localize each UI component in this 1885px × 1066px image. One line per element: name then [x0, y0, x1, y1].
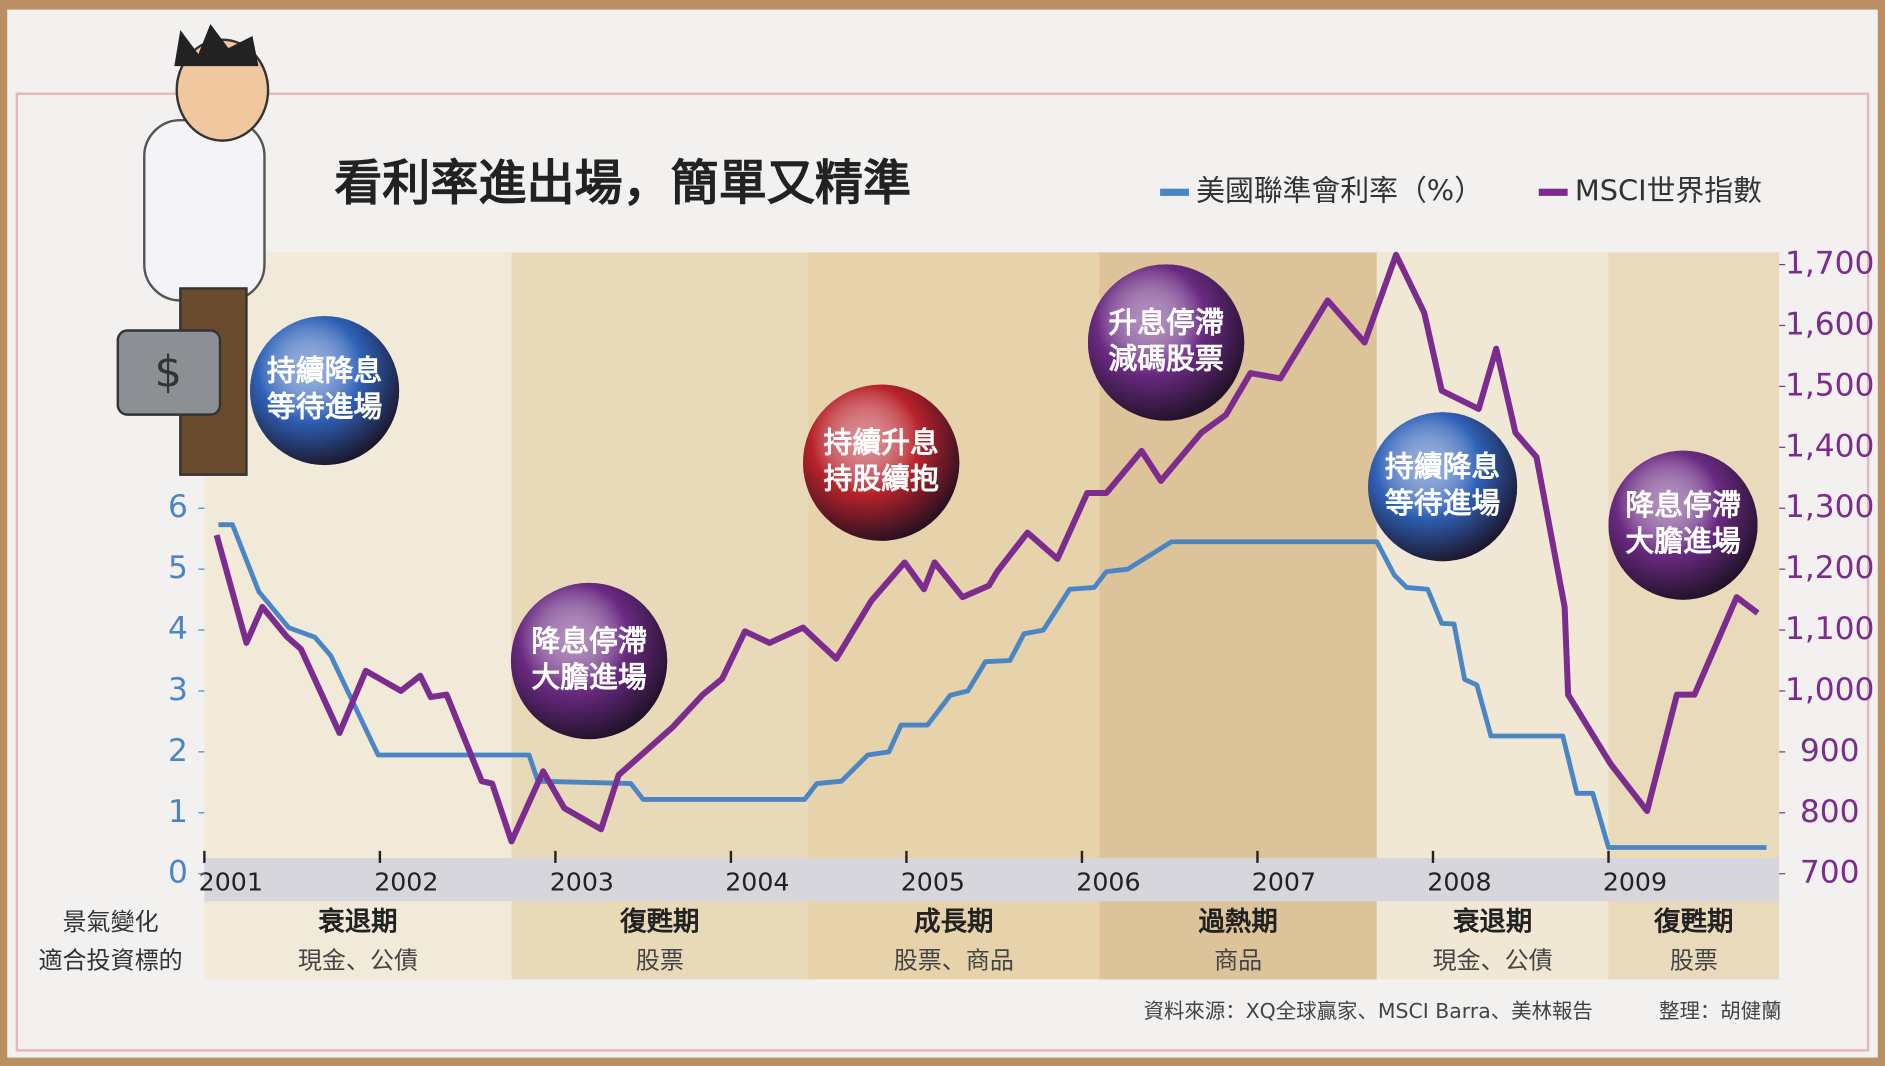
cartoon-body	[144, 120, 264, 300]
y-tick-label: 5	[168, 550, 188, 586]
annotation-text: 減碼股票	[1108, 342, 1223, 376]
phase-assets: 現金、公債	[1433, 946, 1553, 974]
asset-row-label: 適合投資標的	[39, 946, 183, 974]
y-tick-label: 0	[168, 855, 188, 891]
annotation-text: 大膽進場	[1625, 524, 1741, 558]
x-tick-label: 2005	[901, 867, 965, 896]
phase-assets: 股票、商品	[894, 946, 1014, 974]
phase-assets: 股票	[636, 946, 684, 974]
x-tick-label: 2009	[1603, 867, 1667, 896]
x-tick-label: 2001	[199, 867, 263, 896]
phase-assets: 現金、公債	[298, 946, 418, 974]
annotation-text: 升息停滯	[1108, 305, 1224, 339]
phase-name: 復甦期	[619, 906, 699, 937]
annotation-text: 降息停滯	[1625, 488, 1741, 522]
annotation-text: 降息停滯	[531, 624, 647, 658]
x-tick-label: 2006	[1076, 867, 1140, 896]
y-tick-label: 4	[168, 611, 188, 647]
chart-title: 看利率進出場，簡單又精準	[334, 155, 911, 211]
y2-tick-label: 1,700	[1785, 246, 1874, 282]
x-tick-label: 2007	[1252, 867, 1316, 896]
phase-name: 成長期	[914, 906, 993, 937]
page: {"chart_data":{"type":"line", "title":"看…	[0, 0, 1885, 1066]
x-tick-label: 2008	[1427, 867, 1491, 896]
annotation-text: 持續升息	[824, 426, 939, 460]
x-tick-label: 2004	[725, 867, 789, 896]
phase-name: 過熱期	[1198, 906, 1277, 937]
phase-name: 衰退期	[317, 906, 397, 937]
phase-name: 衰退期	[1452, 906, 1532, 937]
y-tick-label: 2	[168, 733, 188, 769]
y2-tick-label: 1,000	[1785, 672, 1874, 708]
annotation-text: 持股續抱	[824, 462, 940, 496]
phase-assets: 商品	[1214, 946, 1262, 974]
y2-tick-label: 1,400	[1785, 428, 1874, 464]
y2-tick-label: 1,200	[1785, 550, 1874, 586]
chart: $ 看利率進出場，簡單又精準 衰退期現金、公債 復甦期股票 成長期股票、商品 過熱期商…	[0, 0, 1885, 1066]
y2-tick-label: 1,100	[1785, 611, 1874, 647]
x-tick-label: 2003	[550, 867, 614, 896]
legend-label: MSCI世界指數	[1575, 173, 1762, 207]
annotation-text: 大膽進場	[531, 660, 647, 694]
legend-label: 美國聯準會利率（%）	[1196, 173, 1483, 207]
annotation-text: 持續降息	[1385, 450, 1500, 484]
phase-name: 復甦期	[1653, 906, 1733, 937]
y2-tick-label: 1,500	[1785, 367, 1874, 403]
x-tick-label: 2002	[374, 867, 438, 896]
y2-tick-label: 1,600	[1785, 306, 1874, 342]
source: 資料來源：XQ全球贏家、MSCI Barra、美林報告	[1144, 999, 1593, 1023]
y-tick-label: 1	[168, 794, 188, 830]
annotation-text: 等待進場	[1385, 486, 1501, 520]
y2-tick-label: 900	[1800, 733, 1860, 769]
x-axis-strip	[204, 858, 1779, 901]
annotation-text: 持續降息	[267, 354, 382, 388]
annotation-text: 等待進場	[267, 390, 383, 424]
phase-row-label: 景氣變化	[63, 908, 159, 936]
legend-swatch	[1539, 189, 1568, 196]
y-tick-label: 3	[168, 672, 188, 708]
y2-tick-label: 1,300	[1785, 489, 1874, 525]
credit: 整理：胡健蘭	[1659, 999, 1782, 1023]
phase-assets: 股票	[1670, 946, 1718, 974]
y-tick-label: 6	[168, 489, 188, 525]
y2-tick-label: 800	[1800, 794, 1860, 830]
legend-swatch	[1160, 189, 1189, 196]
y2-tick-label: 700	[1800, 855, 1860, 891]
cartoon-bag-sign: $	[155, 347, 183, 397]
